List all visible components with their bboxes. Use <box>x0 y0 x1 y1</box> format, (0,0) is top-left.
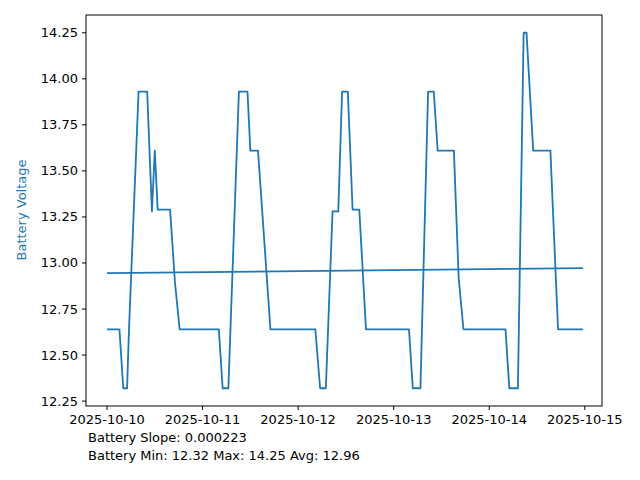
x-tick-label: 2025-10-13 <box>356 412 432 427</box>
y-tick-label: 13.50 <box>41 163 78 178</box>
trend-line <box>107 268 583 273</box>
battery-voltage-figure: 12.25 12.50 12.75 13.00 13.25 13.50 13.75 14.00… <box>0 0 640 480</box>
y-tick-label: 13.25 <box>41 209 78 224</box>
stats-slope-text: Battery Slope: 0.000223 <box>88 430 247 445</box>
x-tick-label: 2025-10-14 <box>451 412 527 427</box>
y-tick-label: 14.25 <box>41 25 78 40</box>
y-tick-label: 13.00 <box>41 255 78 270</box>
y-tick-label: 14.00 <box>41 71 78 86</box>
x-tick-label: 2025-10-11 <box>165 412 241 427</box>
chart-dynamic-layer: 12.25 12.50 12.75 13.00 13.25 13.50 13.75 14.00… <box>41 15 623 427</box>
plot-border <box>86 15 602 406</box>
y-tick-label: 13.75 <box>41 117 78 132</box>
y-tick-label: 12.50 <box>41 348 78 363</box>
x-tick-label: 2025-10-15 <box>547 412 623 427</box>
x-tick-label: 2025-10-10 <box>69 412 145 427</box>
y-tick-label: 12.75 <box>41 302 78 317</box>
y-tick-label: 12.25 <box>41 394 78 409</box>
y-axis-label: Battery Voltage <box>14 159 29 260</box>
stats-minmaxavg-text: Battery Min: 12.32 Max: 14.25 Avg: 12.96 <box>88 448 360 463</box>
battery-voltage-line <box>107 33 583 388</box>
x-tick-label: 2025-10-12 <box>260 412 336 427</box>
battery-voltage-chart: 12.25 12.50 12.75 13.00 13.25 13.50 13.75 14.00… <box>0 0 640 480</box>
